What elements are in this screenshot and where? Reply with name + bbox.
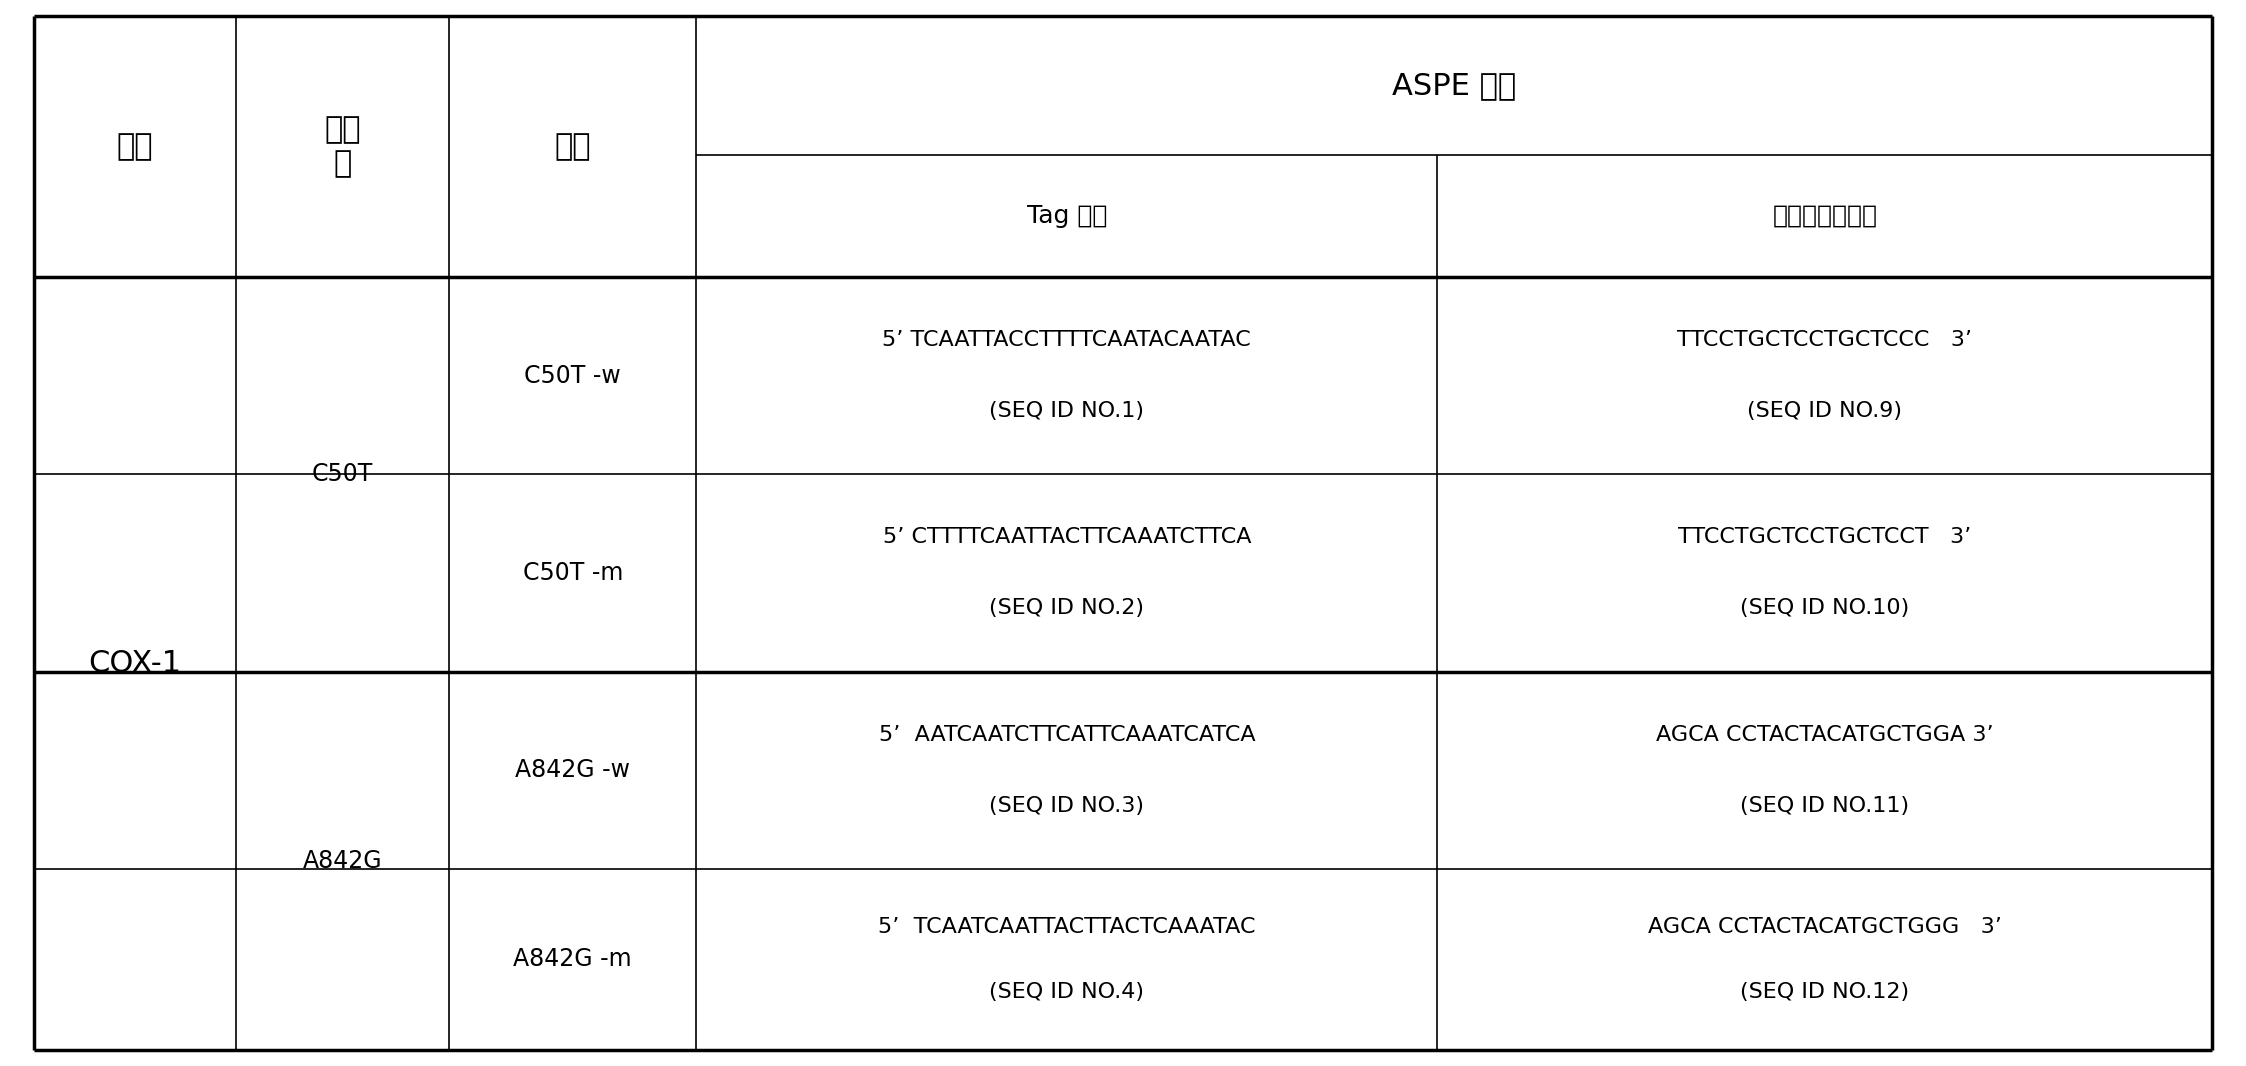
Text: AGCA CCTACTACATGCTGGA 3’: AGCA CCTACTACATGCTGGA 3’: [1655, 725, 1994, 745]
Text: 特异性引物序列: 特异性引物序列: [1772, 204, 1878, 228]
Text: (SEQ ID NO.11): (SEQ ID NO.11): [1741, 795, 1909, 815]
Text: 基因
型: 基因 型: [323, 115, 362, 178]
Text: 5’ CTTTTCAATTACTTCAAATCTTCA: 5’ CTTTTCAATTACTTCAAATCTTCA: [883, 528, 1251, 548]
Text: 5’  TCAATCAATTACTTACTCAAATAC: 5’ TCAATCAATTACTTACTCAAATAC: [878, 917, 1256, 937]
Text: AGCA CCTACTACATGCTGGG   3’: AGCA CCTACTACATGCTGGG 3’: [1649, 917, 2001, 937]
Text: TTCCTGCTCCTGCTCCC   3’: TTCCTGCTCCTGCTCCC 3’: [1678, 330, 1972, 351]
Text: 5’  AATCAATCTTCATTCAAATCATCA: 5’ AATCAATCTTCATTCAAATCATCA: [878, 725, 1256, 745]
Text: TTCCTGCTCCTGCTCCT   3’: TTCCTGCTCCTGCTCCT 3’: [1678, 528, 1972, 548]
Text: A842G -w: A842G -w: [514, 758, 631, 782]
Text: ASPE 引物: ASPE 引物: [1393, 70, 1516, 100]
Text: C50T: C50T: [312, 463, 373, 486]
Text: Tag 序列: Tag 序列: [1026, 204, 1107, 228]
Text: (SEQ ID NO.9): (SEQ ID NO.9): [1747, 401, 1902, 421]
Text: (SEQ ID NO.10): (SEQ ID NO.10): [1741, 598, 1909, 618]
Text: (SEQ ID NO.3): (SEQ ID NO.3): [988, 795, 1145, 815]
Text: 类型: 类型: [555, 132, 591, 161]
Text: (SEQ ID NO.1): (SEQ ID NO.1): [988, 401, 1145, 421]
Text: A842G: A842G: [303, 849, 382, 873]
Text: (SEQ ID NO.4): (SEQ ID NO.4): [988, 982, 1145, 1002]
Text: 基因: 基因: [117, 132, 153, 161]
Text: (SEQ ID NO.12): (SEQ ID NO.12): [1741, 982, 1909, 1002]
Text: 5’ TCAATTACCTTTTCAATACAATAC: 5’ TCAATTACCTTTTCAATACAATAC: [883, 330, 1251, 351]
Text: A842G -m: A842G -m: [514, 948, 631, 971]
Text: (SEQ ID NO.2): (SEQ ID NO.2): [988, 598, 1145, 618]
Text: C50T -m: C50T -m: [523, 561, 622, 585]
Text: C50T -w: C50T -w: [523, 364, 622, 388]
Text: COX-1: COX-1: [88, 649, 182, 678]
